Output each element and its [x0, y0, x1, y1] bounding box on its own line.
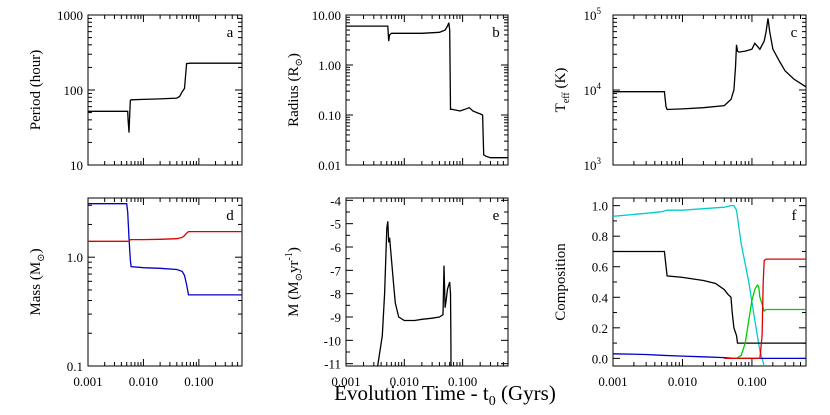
x-tick-label: 0.001 — [73, 374, 102, 389]
panel-f-letter: f — [792, 208, 797, 224]
panel-e-y-axis-label: M (M⊙yr-1) — [284, 247, 305, 317]
y-tick-label: -4 — [330, 193, 341, 208]
panel-d-y-axis-label: Mass (M⊙) — [28, 248, 47, 315]
panel-e-frame — [345, 197, 509, 367]
panel-f-series-2 — [613, 353, 806, 360]
panel-b-letter: b — [492, 25, 500, 41]
y-label-superscript: -1 — [284, 252, 295, 260]
y-tick-label: 0.8 — [592, 229, 608, 244]
y-tick-label: 10 — [70, 158, 83, 173]
y-tick-label: 104 — [584, 81, 602, 98]
panel-b-series-0 — [346, 22, 508, 159]
panel-a: 10 100 1000 a Period (hour) — [28, 8, 243, 173]
panel-c-letter: c — [791, 25, 798, 41]
panel-b: 0.01 0.10 1.00 10.00 b Radius (R⊙) — [286, 8, 509, 173]
y-tick-label: -5 — [330, 217, 341, 232]
x-tick-label: 0.001 — [598, 374, 627, 389]
y-tick-label: 1.0 — [67, 250, 83, 265]
x-tick-label: 0.100 — [184, 374, 213, 389]
y-tick-label: 0.10 — [318, 108, 341, 123]
panel-a-frame — [87, 14, 243, 166]
panel-d-series-1 — [88, 230, 242, 242]
x-tick-label: 0.100 — [737, 374, 766, 389]
y-tick-label: 0.1 — [67, 359, 83, 374]
panel-c-y-axis-label: Teff (K) — [553, 68, 572, 113]
panel-f-series-4 — [724, 258, 806, 360]
y-tick-label: -10 — [324, 333, 341, 348]
y-tick-label: 0.0 — [592, 351, 608, 366]
panel-d: 0.001 0.010 0.100 0.1 1.0 d Mass (M⊙) — [28, 197, 243, 389]
x-axis-label-main: Evolution Time - t — [334, 381, 489, 405]
panel-d-series-0 — [88, 203, 242, 296]
y-label-subscript: eff — [561, 92, 572, 104]
panel-c: 103 104 105 c Teff (K) — [553, 6, 807, 173]
y-label-tail: (K) — [553, 68, 569, 93]
panel-d-letter: d — [226, 208, 234, 224]
x-tick-label: 0.010 — [129, 374, 158, 389]
panel-f-series-1 — [613, 250, 806, 344]
panel-e-letter: e — [493, 208, 500, 224]
y-label-tail: ) — [286, 247, 302, 252]
y-tick-label: 103 — [584, 156, 602, 173]
panel-a-letter: a — [227, 25, 234, 41]
panel-f-y-axis-label: Composition — [553, 243, 569, 321]
x-tick-label: 0.001 — [331, 374, 360, 389]
y-label-open: (M — [286, 281, 302, 303]
panel-f-series-3 — [731, 283, 806, 360]
panel-d-frame — [87, 197, 243, 367]
panel-f: 0.001 0.010 0.100 0.0 0.2 0.4 0.6 0.8 1.0 f Compos… — [553, 197, 807, 389]
y-label-symbol: ⊙ — [294, 273, 305, 281]
panel-e: 0.001 0.010 0.100 -11 -10 -9 -8 -7 -6 -5 -4 e M (M⊙y… — [284, 193, 509, 389]
y-label-tail: ) — [286, 53, 302, 58]
x-axis-label: Evolution Time - t0 (Gyrs) — [334, 381, 556, 409]
y-tick-label: 0.2 — [592, 321, 608, 336]
y-tick-label: -8 — [330, 287, 341, 302]
y-label-main: T — [553, 103, 569, 112]
y-label-main: Composition — [553, 243, 569, 321]
x-tick-label: 0.010 — [668, 374, 697, 389]
y-tick-label: 1.0 — [592, 199, 608, 214]
y-tick-label: 105 — [584, 6, 602, 23]
y-tick-label: 0.4 — [592, 290, 609, 305]
y-label-main: Radius (R — [286, 66, 302, 126]
y-tick-label: 10.00 — [312, 8, 341, 23]
panel-e-series-0 — [377, 221, 452, 366]
y-tick-label: 0.01 — [318, 158, 341, 173]
y-label-yr: yr — [286, 261, 302, 274]
x-axis-label-tail: (Gyrs) — [496, 381, 556, 405]
y-tick-label: -11 — [324, 357, 341, 372]
y-tick-label: 100 — [64, 83, 84, 98]
y-tick-label: 1000 — [57, 8, 83, 23]
panel-a-y-axis-label: Period (hour) — [28, 50, 44, 130]
panel-b-frame — [345, 14, 509, 166]
y-tick-label: -6 — [330, 240, 341, 255]
x-axis-label-subscript: 0 — [489, 394, 496, 409]
x-tick-label: 0.010 — [390, 374, 419, 389]
y-label-main: Period (hour) — [28, 50, 44, 130]
y-label-tail: ) — [28, 248, 44, 253]
y-label-main: M — [286, 303, 302, 316]
y-label-main: Mass (M — [28, 262, 44, 316]
y-tick-label: -9 — [330, 310, 341, 325]
panel-c-frame — [612, 14, 807, 166]
panel-b-y-axis-label: Radius (R⊙) — [286, 53, 305, 127]
panel-f-series-0 — [613, 204, 765, 366]
y-label-symbol: ⊙ — [294, 58, 305, 66]
x-tick-label: 0.100 — [448, 374, 477, 389]
panel-c-series-0 — [613, 18, 806, 111]
panel-a-series-0 — [88, 62, 242, 133]
y-tick-label: 1.00 — [318, 58, 341, 73]
y-label-symbol: ⊙ — [36, 253, 47, 261]
y-tick-label: -7 — [330, 263, 341, 278]
y-tick-label: 0.6 — [592, 260, 609, 275]
